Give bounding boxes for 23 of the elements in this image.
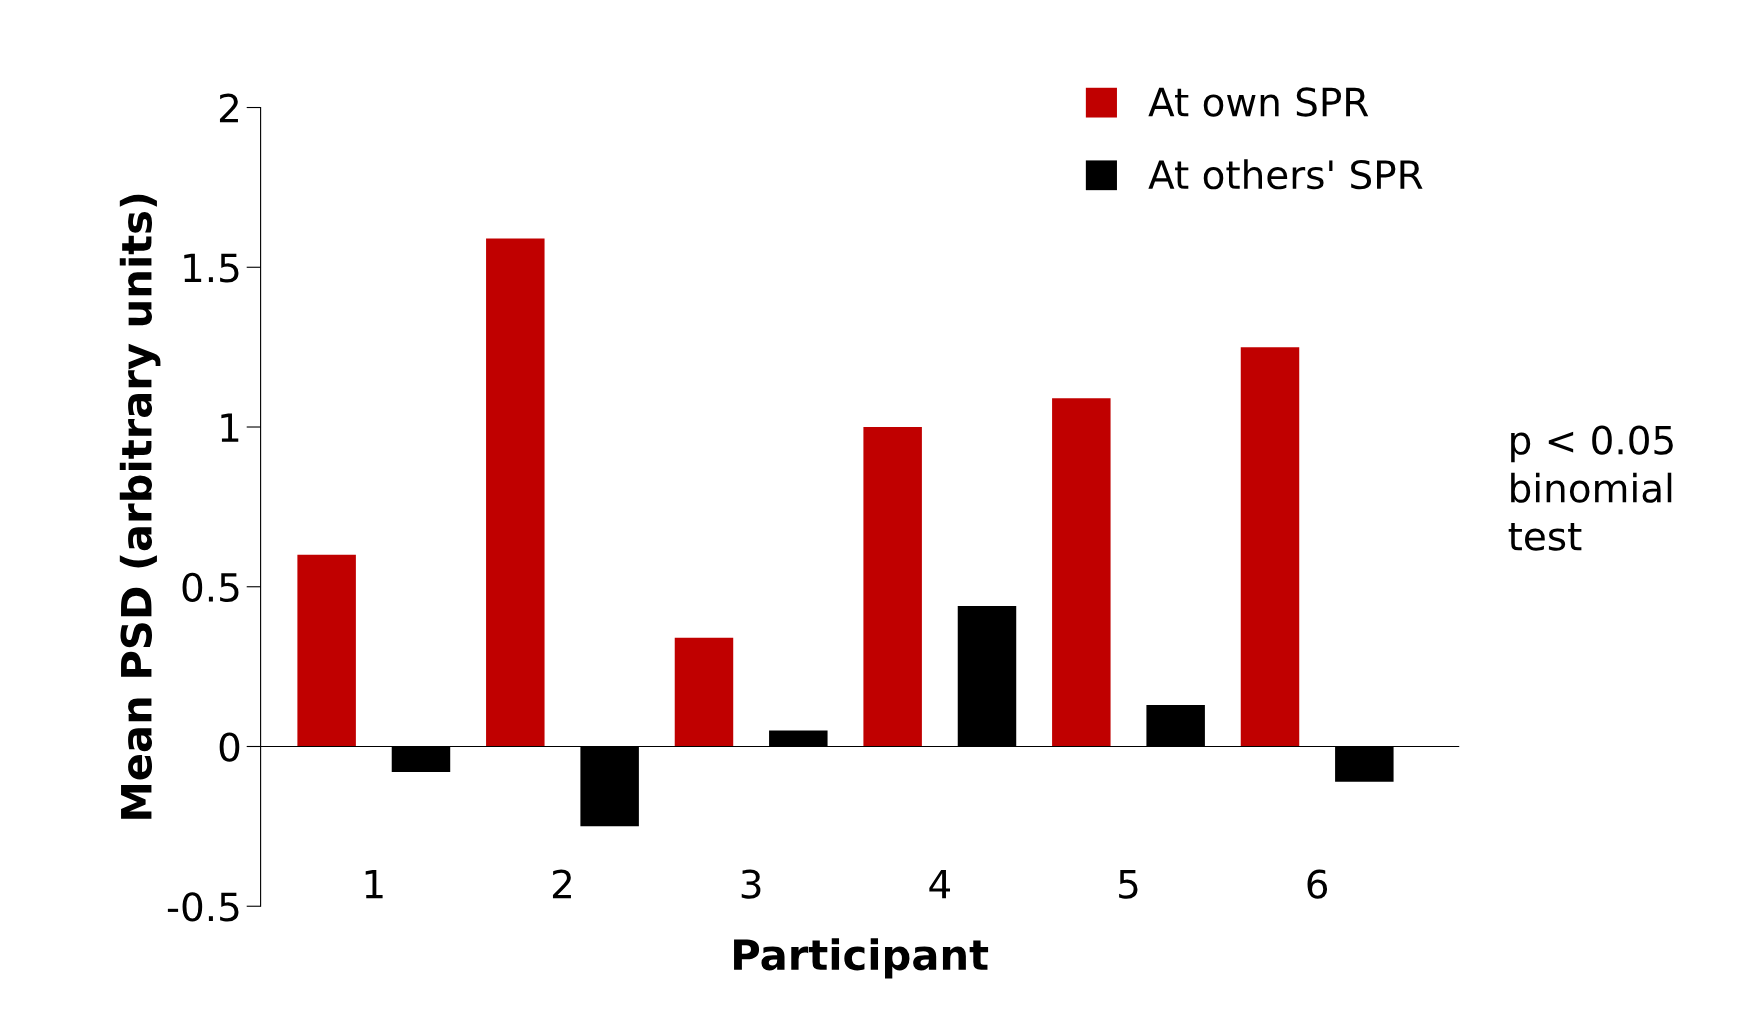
bar [674, 637, 734, 747]
y-tick-label: 2 [219, 93, 238, 123]
x-tick-label: 4 [929, 869, 951, 899]
x-axis-title: Participant [734, 938, 989, 979]
y-tick-label: -0.5 [167, 892, 239, 922]
x-tick-label: 2 [552, 869, 571, 899]
y-tick-label: 0.5 [182, 572, 239, 603]
bar [297, 554, 356, 747]
y-tick-label: 0 [219, 732, 240, 762]
bar [1240, 347, 1300, 747]
x-tick-label: 3 [741, 869, 761, 899]
legend-label: At own SPR [1148, 87, 1369, 117]
x-tick-label: 1 [365, 869, 383, 899]
legend-label: At others' SPR [1148, 159, 1423, 190]
bar [1052, 398, 1111, 747]
y-axis-title: Mean PSD (arbitrary units) [119, 194, 161, 819]
y-tick-label: 1 [221, 413, 239, 442]
bar [863, 427, 922, 747]
bar [486, 238, 545, 747]
x-tick-label: 5 [1119, 869, 1138, 899]
x-tick-label: 6 [1307, 869, 1328, 899]
y-tick-label: 1.5 [184, 253, 239, 283]
text: p < 0.05 binomial test [1508, 425, 1673, 551]
